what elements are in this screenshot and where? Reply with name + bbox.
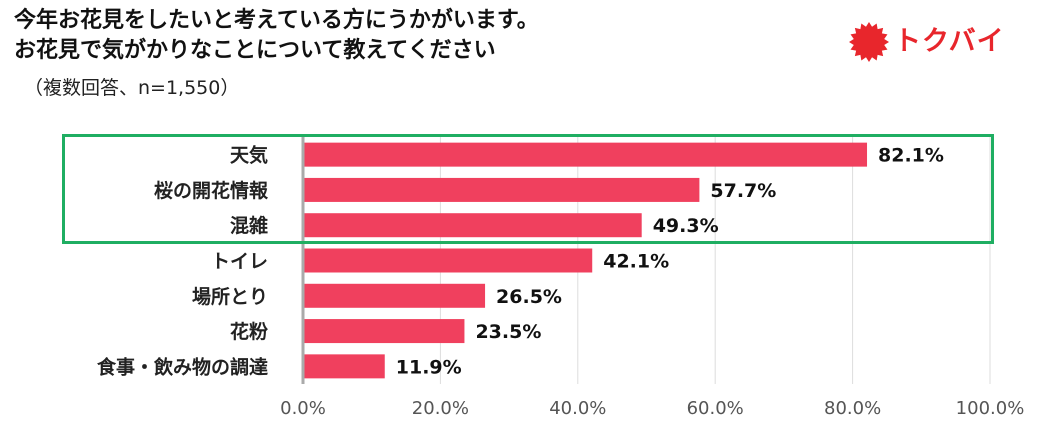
bar	[304, 248, 593, 273]
x-tick-label: 60.0%	[687, 398, 744, 419]
x-tick-label: 0.0%	[280, 398, 326, 419]
burst-seal-icon	[849, 22, 889, 62]
category-label: 混雑	[230, 214, 268, 237]
bar	[304, 142, 868, 167]
data-label: 11.9%	[396, 356, 462, 378]
data-label: 26.5%	[496, 286, 562, 308]
chart-title: 今年お花見をしたいと考えている方にうかがいます。 お花見で気がかりなことについて…	[14, 6, 539, 66]
x-tick-label: 80.0%	[824, 398, 881, 419]
x-tick-label: 100.0%	[956, 398, 1025, 419]
category-label: 桜の開花情報	[154, 179, 269, 202]
bar	[304, 354, 385, 379]
bar	[304, 283, 486, 308]
category-label: トイレ	[211, 251, 268, 273]
highlight-box	[62, 134, 994, 244]
data-label: 57.7%	[710, 180, 776, 202]
category-label: 場所とり	[192, 286, 268, 308]
tokubai-logo: トクバイ	[848, 20, 1005, 64]
bar	[304, 177, 700, 202]
category-label: 花粉	[230, 320, 268, 343]
data-label: 82.1%	[878, 145, 944, 167]
data-label: 49.3%	[653, 215, 719, 237]
x-tick-label: 20.0%	[412, 398, 469, 419]
chart-subtitle: （複数回答、n=1,550）	[24, 77, 240, 99]
bar	[304, 213, 642, 238]
data-label: 42.1%	[603, 251, 669, 273]
data-label: 23.5%	[475, 321, 541, 343]
x-tick-label: 40.0%	[549, 398, 606, 419]
logo-text: トクバイ	[894, 26, 1005, 57]
bar	[304, 319, 465, 344]
title-line-2: お花見で気がかりなことについて教えてください	[14, 38, 496, 63]
title-line-1: 今年お花見をしたいと考えている方にうかがいます。	[14, 8, 539, 33]
category-label: 天気	[230, 144, 268, 167]
category-label: 食事・飲み物の調達	[97, 355, 268, 378]
